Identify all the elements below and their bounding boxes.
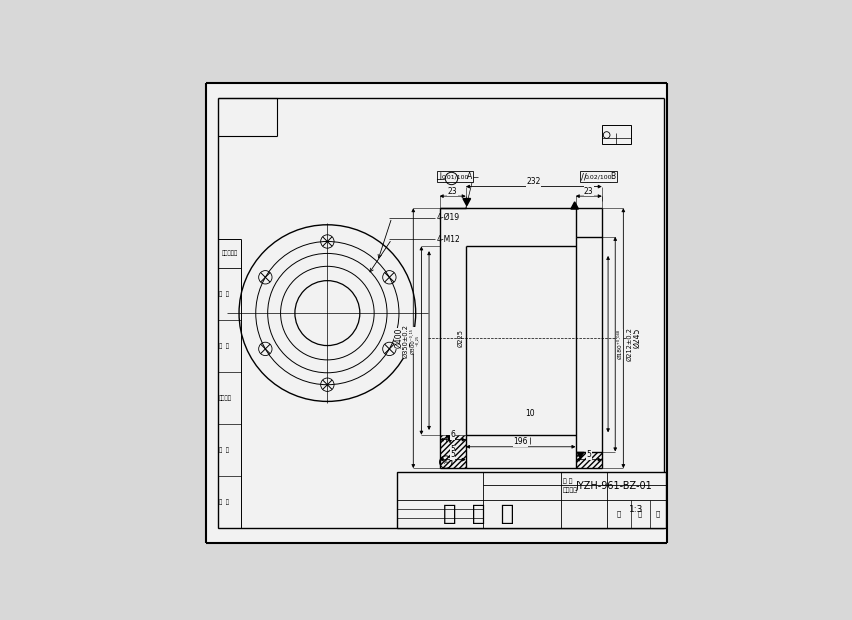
Text: 底图总号: 底图总号 <box>219 395 232 401</box>
Bar <box>437 171 473 182</box>
Bar <box>579 171 616 182</box>
Text: 0.02/100: 0.02/100 <box>584 174 611 179</box>
Text: Ø212±0.2: Ø212±0.2 <box>626 327 632 361</box>
Polygon shape <box>570 202 578 209</box>
Text: 比 例: 比 例 <box>562 478 572 484</box>
Text: 通用件登记: 通用件登记 <box>222 250 238 256</box>
Text: 23: 23 <box>584 187 593 196</box>
Text: 5: 5 <box>450 450 455 459</box>
Text: Ø245: Ø245 <box>631 328 641 348</box>
Text: A: A <box>443 459 447 464</box>
Text: 232: 232 <box>526 177 540 187</box>
Text: 日  期: 日 期 <box>219 499 228 505</box>
Text: 0.01/100: 0.01/100 <box>440 174 468 179</box>
Text: 签  字: 签 字 <box>219 447 228 453</box>
Text: JYZH-961-BZ-01: JYZH-961-BZ-01 <box>575 480 652 490</box>
Polygon shape <box>576 452 584 459</box>
Text: 5: 5 <box>450 445 455 454</box>
Text: Ø225: Ø225 <box>457 329 463 347</box>
Text: 4-Ø19: 4-Ø19 <box>435 213 458 222</box>
Text: Ø180⁺⁰·⁰⁴⁸: Ø180⁺⁰·⁰⁴⁸ <box>617 329 622 359</box>
Bar <box>575 451 602 468</box>
Text: Ø300⁻⁰·¹⁵
⁻⁰·²⁵: Ø300⁻⁰·¹⁵ ⁻⁰·²⁵ <box>410 327 421 353</box>
Text: 196: 196 <box>513 438 527 446</box>
Text: 5: 5 <box>585 450 590 459</box>
Text: 10: 10 <box>525 409 534 418</box>
Text: Ø350±0.2: Ø350±0.2 <box>402 324 408 358</box>
Text: 4-M12: 4-M12 <box>435 234 459 244</box>
Text: ⊥: ⊥ <box>435 172 445 182</box>
Text: 页: 页 <box>655 510 659 517</box>
Text: 校  描: 校 描 <box>219 343 228 349</box>
Bar <box>602 125 630 144</box>
Text: 23: 23 <box>447 187 457 196</box>
Text: 共: 共 <box>637 510 642 517</box>
Text: 描  图: 描 图 <box>219 291 228 297</box>
Text: //: // <box>580 172 585 181</box>
Text: Ø400: Ø400 <box>394 328 403 348</box>
Text: 6: 6 <box>450 430 455 440</box>
Bar <box>439 435 465 468</box>
Text: 图样标记: 图样标记 <box>562 488 577 494</box>
Text: 联  接  盘: 联 接 盘 <box>443 504 514 524</box>
Polygon shape <box>463 198 470 206</box>
Text: B: B <box>449 176 453 181</box>
Bar <box>396 472 665 528</box>
Text: B: B <box>610 172 615 181</box>
Polygon shape <box>446 435 453 443</box>
Text: 第: 第 <box>616 510 620 517</box>
Text: 1:3: 1:3 <box>629 505 643 513</box>
Text: A: A <box>467 172 472 181</box>
